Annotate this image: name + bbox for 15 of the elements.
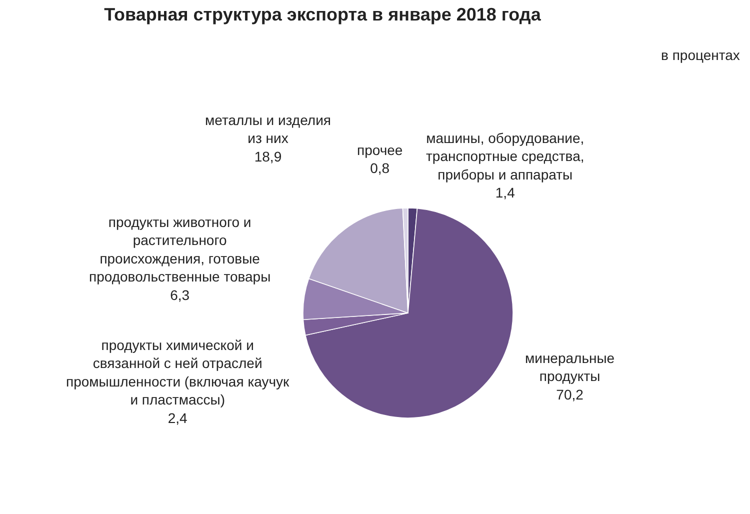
pie-slice <box>304 208 514 418</box>
slice-label: продукты животного и растительного происхождения, готовые продовольственные товары <box>89 214 271 285</box>
slice-label: продукты химической и связанной с ней отраслей промышленности (включая каучук и пластмассы) <box>66 337 290 408</box>
slice-label: машины, оборудование, транспортные средства, приборы и аппараты <box>426 130 584 182</box>
data-label: 0,8 <box>370 160 390 176</box>
data-label: 6,3 <box>170 286 190 303</box>
slice-label: металлы и изделия из них <box>205 112 331 146</box>
data-label: 1,4 <box>495 184 516 201</box>
text: в процентах <box>661 47 740 63</box>
data-label: 18,9 <box>254 148 282 164</box>
slice-label: минеральные продукты <box>525 350 615 384</box>
chart-title: Товарная структура экспорта в январе 2018 года <box>104 4 542 25</box>
data-label: 2,4 <box>168 410 188 426</box>
data-label: 70,2 <box>556 386 584 402</box>
slice-label: прочее <box>357 142 403 158</box>
